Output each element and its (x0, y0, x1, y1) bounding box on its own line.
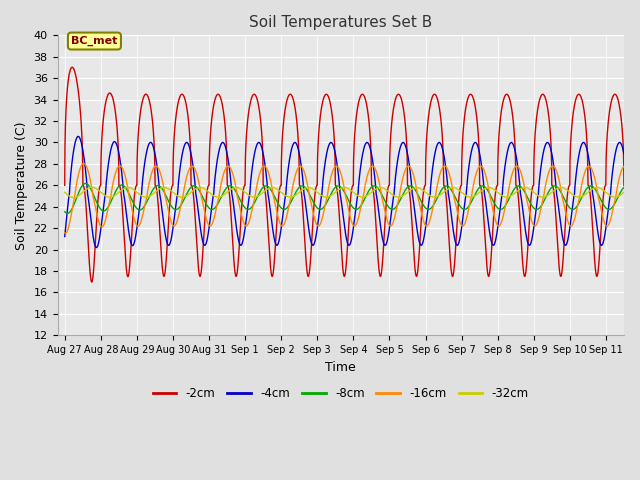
-16cm (521, 186, 529, 192)
-32cm (620, 190, 628, 195)
Line: -2cm: -2cm (65, 67, 624, 282)
-8cm (275, 202, 282, 207)
-2cm (620, 182, 628, 188)
-32cm (163, 185, 170, 191)
-32cm (61, 190, 68, 195)
-8cm (61, 209, 68, 215)
-4cm (61, 234, 68, 240)
-8cm (163, 194, 170, 200)
-4cm (521, 222, 529, 228)
-8cm (620, 184, 628, 190)
-16cm (163, 199, 170, 205)
-16cm (275, 216, 282, 222)
-4cm (93, 245, 100, 251)
-2cm (521, 274, 529, 279)
-8cm (82, 180, 90, 186)
-16cm (61, 230, 69, 236)
-2cm (425, 112, 433, 118)
-4cm (425, 201, 433, 206)
-4cm (74, 133, 82, 139)
Title: Soil Temperatures Set B: Soil Temperatures Set B (249, 15, 433, 30)
-8cm (63, 211, 71, 216)
Line: -8cm: -8cm (65, 183, 624, 214)
-2cm (88, 279, 95, 285)
-4cm (275, 240, 282, 245)
-2cm (478, 194, 486, 200)
Legend: -2cm, -4cm, -8cm, -16cm, -32cm: -2cm, -4cm, -8cm, -16cm, -32cm (148, 382, 534, 404)
-4cm (478, 168, 486, 173)
-32cm (478, 187, 486, 193)
-32cm (425, 192, 433, 198)
Line: -32cm: -32cm (65, 187, 624, 198)
Text: BC_met: BC_met (71, 36, 118, 46)
-16cm (425, 221, 433, 227)
Line: -4cm: -4cm (65, 136, 624, 248)
-32cm (70, 195, 77, 201)
-2cm (275, 194, 282, 200)
-2cm (163, 252, 170, 258)
-2cm (61, 182, 68, 188)
-4cm (163, 238, 170, 244)
Y-axis label: Soil Temperature (C): Soil Temperature (C) (15, 121, 28, 250)
-8cm (478, 183, 486, 189)
-16cm (620, 164, 628, 169)
-8cm (396, 197, 404, 203)
-32cm (88, 184, 95, 190)
X-axis label: Time: Time (325, 360, 356, 373)
Line: -16cm: -16cm (65, 163, 624, 233)
-8cm (521, 189, 529, 195)
-8cm (425, 206, 433, 212)
-2cm (396, 93, 404, 99)
-4cm (396, 144, 404, 150)
-16cm (396, 187, 404, 193)
-16cm (80, 160, 88, 166)
-16cm (61, 230, 68, 236)
-32cm (521, 185, 529, 191)
-2cm (68, 64, 76, 70)
-32cm (275, 187, 282, 193)
-16cm (478, 164, 486, 170)
-32cm (396, 194, 404, 200)
-4cm (620, 151, 628, 156)
